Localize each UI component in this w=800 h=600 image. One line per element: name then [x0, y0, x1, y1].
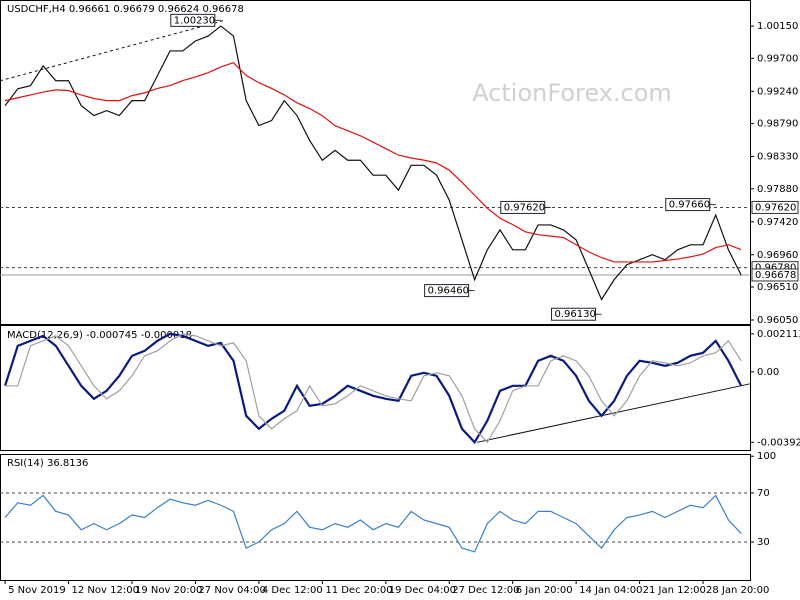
- x-tick-label: 19 Nov 20:00: [135, 585, 202, 596]
- y-tick-label: 0.00: [757, 367, 779, 378]
- series-line: [4, 61, 742, 263]
- annotation-label: 0.96130: [555, 309, 596, 320]
- annotation-box: [500, 200, 546, 214]
- level-tag: [751, 268, 799, 282]
- trend-line: [0, 19, 225, 82]
- trend-line: [477, 383, 751, 443]
- y-tick-label: 0.99240: [757, 86, 798, 97]
- x-tick-label: 28 Jan 20:00: [706, 585, 769, 596]
- y-tick-label: 100: [757, 451, 776, 462]
- annotation-box: [424, 284, 470, 298]
- panel-title: USDCHF,H4 0.96661 0.96679 0.96624 0.9667…: [7, 4, 244, 15]
- y-tick-label: 1.00150: [757, 21, 798, 32]
- y-tick-label: 0.97420: [757, 217, 798, 228]
- y-tick-label: -0.003922: [757, 437, 800, 448]
- y-tick-label: 0.98790: [757, 119, 798, 130]
- x-tick-label: 5 Nov 2019: [8, 585, 66, 596]
- annotation-box: [551, 307, 597, 321]
- x-tick-label: 27 Nov 04:00: [198, 585, 265, 596]
- y-tick-label: 0.002113: [757, 329, 800, 340]
- x-tick-label: 6 Jan 20:00: [516, 585, 573, 596]
- y-tick-label: 0.96960: [757, 250, 798, 261]
- y-tick-label: 0.96050: [757, 315, 798, 326]
- x-tick-label: 21 Jan 12:00: [643, 585, 706, 596]
- level-label: 0.96678: [755, 270, 796, 281]
- x-tick-label: 14 Jan 04:00: [579, 585, 642, 596]
- y-tick-label: 0.99700: [757, 53, 798, 64]
- y-tick-label: 30: [757, 537, 770, 548]
- y-tick-label: 70: [757, 488, 770, 499]
- series-line: [4, 494, 742, 553]
- annotation-box: [665, 198, 711, 212]
- x-tick-label: 4 Dec 12:00: [262, 585, 323, 596]
- x-tick-label: 19 Dec 04:00: [389, 585, 456, 596]
- level-label: 0.97620: [755, 202, 796, 213]
- annotation-label: 0.96460: [428, 286, 469, 297]
- series-line: [5, 333, 742, 444]
- annotation-label: 1.00230: [174, 15, 215, 26]
- y-tick-label: 0.98330: [757, 152, 798, 163]
- series-line: [4, 25, 742, 301]
- panel-title: MACD(12,26,9) -0.000745 -0.000018: [7, 330, 192, 341]
- y-tick-label: 0.97880: [757, 184, 798, 195]
- price-frame: [0, 0, 751, 325]
- level-label: 0.96780: [755, 263, 796, 274]
- annotation-box: [170, 13, 216, 27]
- panel-title: RSI(14) 36.8136: [7, 458, 88, 469]
- x-tick-label: 12 Nov 12:00: [72, 585, 139, 596]
- x-tick-label: 27 Dec 12:00: [452, 585, 519, 596]
- level-tag: [751, 200, 799, 214]
- annotation-label: 0.97660: [669, 200, 710, 211]
- watermark: ActionForex.com: [472, 79, 672, 107]
- annotation-label: 0.97620: [504, 202, 545, 213]
- x-tick-label: 11 Dec 20:00: [325, 585, 392, 596]
- macd-frame: [0, 325, 751, 451]
- series-line: [4, 332, 743, 445]
- y-tick-label: 0.96510: [757, 282, 798, 293]
- rsi-frame: [0, 454, 751, 581]
